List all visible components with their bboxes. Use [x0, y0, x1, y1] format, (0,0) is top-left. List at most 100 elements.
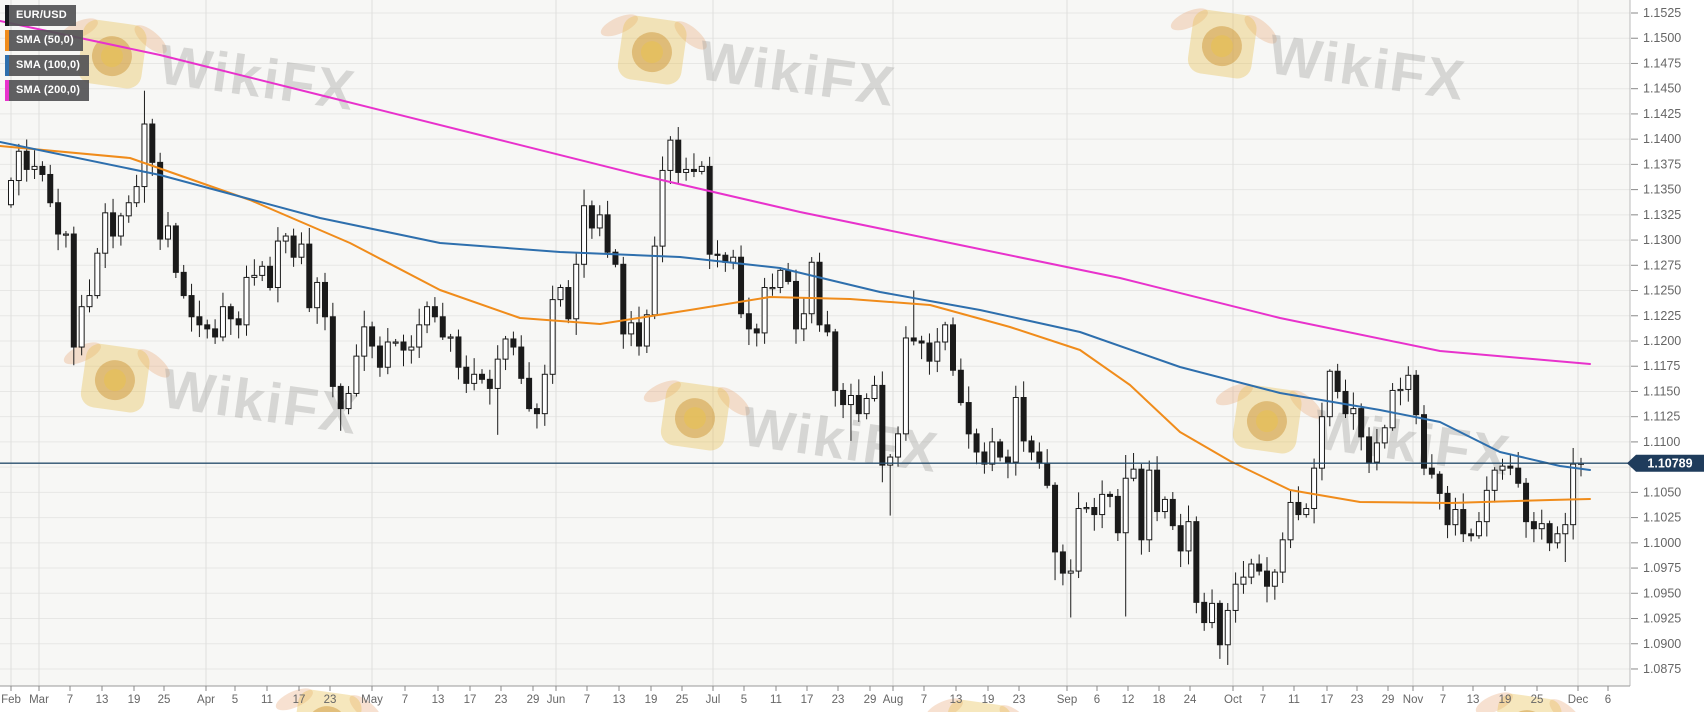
x-axis-label: 7	[1440, 694, 1446, 706]
candle	[251, 259, 258, 286]
candle	[1012, 385, 1019, 476]
x-axis-label: 7	[921, 694, 927, 706]
candle	[165, 211, 171, 248]
candle	[361, 310, 368, 371]
candle	[1161, 496, 1168, 519]
x-axis-label: 11	[1288, 694, 1300, 706]
sma200-label: SMA (200,0)	[9, 80, 90, 101]
candle	[290, 228, 297, 267]
legend-item-symbol[interactable]: EUR/USD	[5, 5, 76, 26]
y-axis-label: 1.1275	[1643, 258, 1681, 272]
candle	[494, 345, 501, 435]
grid-layer	[0, 0, 1630, 686]
candle	[965, 386, 972, 449]
x-axis-label: 19	[1499, 694, 1512, 706]
lion-wing-icon	[1170, 8, 1208, 31]
y-axis-label: 1.1400	[1643, 132, 1681, 146]
candle	[306, 227, 313, 313]
candle	[400, 334, 407, 367]
candle	[1405, 366, 1412, 402]
candle	[800, 297, 807, 342]
y-axis-label: 1.1025	[1643, 511, 1681, 525]
candle	[227, 303, 234, 335]
candle	[455, 329, 462, 380]
lion-face-icon	[683, 407, 706, 430]
candle	[212, 319, 219, 344]
candle	[1311, 458, 1318, 524]
candle	[997, 438, 1004, 462]
legend-item-sma100[interactable]: SMA (100,0)	[5, 55, 90, 76]
candle	[1507, 454, 1514, 476]
candle	[1397, 377, 1404, 406]
candle	[1091, 497, 1098, 531]
candle	[1279, 532, 1286, 583]
y-axis-label: 1.1000	[1643, 536, 1681, 550]
candle	[282, 233, 289, 254]
candle	[1122, 455, 1129, 617]
x-axis-label: May	[361, 694, 383, 706]
y-axis-label: 1.1150	[1643, 384, 1680, 398]
candle	[1114, 489, 1121, 542]
y-axis-label: 1.1325	[1643, 208, 1681, 222]
candle	[1004, 449, 1011, 479]
candle	[322, 272, 328, 331]
y-axis-label: 1.1050	[1643, 485, 1681, 499]
candle	[824, 310, 831, 337]
candle	[1075, 492, 1082, 579]
sma-50-0-line	[0, 145, 1591, 504]
y-axis-label: 1.0900	[1643, 637, 1681, 651]
candle	[910, 290, 917, 346]
svg-text:1.10789: 1.10789	[1647, 457, 1692, 471]
candle	[1318, 402, 1325, 481]
y-axis-label: 1.1450	[1643, 82, 1681, 96]
y-axis-label: 1.1250	[1643, 284, 1681, 298]
candle	[557, 284, 564, 307]
candle	[219, 292, 226, 342]
legend-item-sma200[interactable]: SMA (200,0)	[5, 80, 90, 101]
candle	[78, 294, 85, 356]
x-axis-label: 29	[527, 694, 540, 706]
x-axis-label: 11	[770, 694, 782, 706]
candle	[486, 369, 493, 405]
candle	[345, 386, 352, 415]
candle	[141, 90, 148, 203]
x-axis-label: 11	[261, 694, 273, 706]
x-axis-label: 19	[982, 694, 995, 706]
y-axis-label: 1.1125	[1643, 410, 1680, 424]
candle	[1421, 405, 1427, 476]
candle	[1562, 512, 1569, 563]
candle	[447, 333, 454, 352]
candle	[777, 267, 784, 294]
x-axis-label: 13	[950, 694, 963, 706]
sma-100-0-line	[0, 141, 1591, 471]
candle	[957, 358, 964, 406]
y-axis-label: 1.1100	[1643, 435, 1680, 449]
x-axis-label: Feb	[1, 694, 21, 706]
x-axis-label: 17	[293, 694, 306, 706]
x-axis-label: 19	[128, 694, 141, 706]
wikifx-watermark	[275, 688, 382, 712]
candle	[1389, 383, 1396, 431]
x-axis-label: Nov	[1403, 694, 1424, 706]
wikifx-watermark	[925, 698, 1032, 712]
lion-wing-icon	[717, 387, 750, 416]
x-axis-label: Apr	[197, 694, 215, 706]
lion-wing-icon	[643, 380, 681, 403]
candle	[1271, 569, 1278, 600]
wikifx-watermark: WikiFX	[63, 342, 363, 446]
candle	[973, 428, 980, 465]
x-axis-label: 25	[1531, 694, 1544, 706]
x-axis-label: Dec	[1568, 694, 1589, 706]
candle	[47, 164, 54, 208]
candle	[384, 328, 391, 375]
candle	[738, 245, 745, 319]
candle	[1468, 528, 1475, 542]
candle	[675, 127, 682, 184]
legend-item-sma50[interactable]: SMA (50,0)	[5, 30, 83, 51]
x-axis-label: 5	[232, 694, 238, 706]
y-axis-label: 1.1525	[1643, 6, 1681, 20]
candles-layer	[8, 90, 1584, 665]
candle	[934, 328, 941, 373]
candle	[847, 383, 854, 441]
